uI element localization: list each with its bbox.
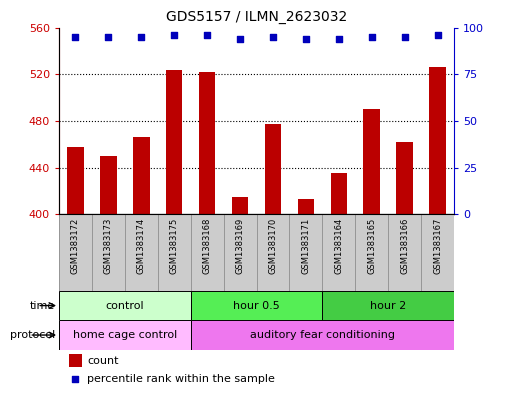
Point <box>433 32 442 38</box>
Text: control: control <box>106 301 144 310</box>
Bar <box>191 320 454 350</box>
Bar <box>199 72 215 214</box>
Point <box>137 34 145 40</box>
Bar <box>322 291 454 320</box>
Bar <box>397 142 413 214</box>
Text: GSM1383165: GSM1383165 <box>367 218 376 274</box>
Text: protocol: protocol <box>10 330 55 340</box>
Text: GSM1383172: GSM1383172 <box>71 218 80 274</box>
Bar <box>59 320 191 350</box>
Bar <box>232 196 248 214</box>
Point <box>104 34 112 40</box>
Text: GSM1383167: GSM1383167 <box>433 218 442 274</box>
Bar <box>67 147 84 214</box>
Point <box>71 34 80 40</box>
Bar <box>69 354 82 367</box>
Text: auditory fear conditioning: auditory fear conditioning <box>250 330 395 340</box>
Bar <box>330 173 347 214</box>
Bar <box>265 124 281 214</box>
Point <box>236 35 244 42</box>
Text: GSM1383175: GSM1383175 <box>170 218 179 274</box>
Bar <box>100 156 116 214</box>
Text: time: time <box>30 301 55 310</box>
Text: GSM1383173: GSM1383173 <box>104 218 113 274</box>
Text: hour 2: hour 2 <box>370 301 406 310</box>
Bar <box>133 137 149 214</box>
Text: hour 0.5: hour 0.5 <box>233 301 280 310</box>
Text: GSM1383168: GSM1383168 <box>203 218 212 274</box>
Point <box>71 376 80 382</box>
Text: GSM1383170: GSM1383170 <box>268 218 278 274</box>
Text: GSM1383174: GSM1383174 <box>137 218 146 274</box>
Bar <box>429 67 446 214</box>
Text: home cage control: home cage control <box>73 330 177 340</box>
Bar <box>364 109 380 214</box>
Text: count: count <box>87 356 119 366</box>
Text: GSM1383166: GSM1383166 <box>400 218 409 274</box>
Bar <box>191 291 322 320</box>
Point <box>269 34 277 40</box>
Title: GDS5157 / ILMN_2623032: GDS5157 / ILMN_2623032 <box>166 10 347 24</box>
Bar <box>166 70 183 214</box>
Point <box>170 32 179 38</box>
Point <box>302 35 310 42</box>
Text: GSM1383171: GSM1383171 <box>301 218 310 274</box>
Point <box>401 34 409 40</box>
Bar <box>59 291 191 320</box>
Text: percentile rank within the sample: percentile rank within the sample <box>87 374 275 384</box>
Text: GSM1383164: GSM1383164 <box>334 218 343 274</box>
Point <box>368 34 376 40</box>
Point <box>334 35 343 42</box>
Point <box>203 32 211 38</box>
Bar <box>298 199 314 214</box>
Text: GSM1383169: GSM1383169 <box>235 218 245 274</box>
